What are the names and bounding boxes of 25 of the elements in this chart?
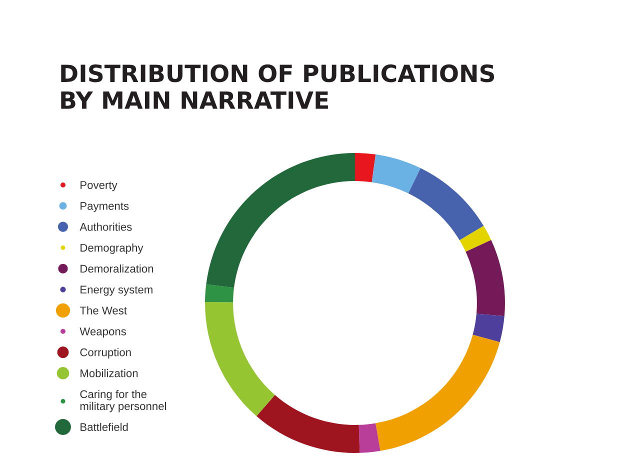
legend-label: Battlefield (80, 422, 128, 431)
legend-label: The West (80, 306, 127, 314)
legend-label: Energy system (80, 286, 152, 296)
donut-slice (256, 394, 360, 453)
donut-slice (355, 153, 376, 182)
legend-label: Authorities (80, 222, 132, 231)
legend-label: Corruption (80, 348, 131, 358)
donut-slice (466, 240, 505, 316)
donut-slice (372, 154, 421, 194)
legend-label: Demoralization (80, 264, 154, 273)
donut-slice (408, 168, 484, 240)
legend-label: Weapons (80, 328, 126, 338)
donut-slice (205, 302, 275, 416)
legend-label: Caring for the military personnel (80, 390, 166, 412)
donut-slice (472, 314, 504, 342)
legend-label: Poverty (80, 181, 118, 192)
donut-slice (206, 153, 355, 288)
donut-slice (460, 226, 492, 252)
legend-label: Mobilization (80, 369, 138, 378)
legend-label: Demography (80, 244, 144, 254)
chart-title: DISTRIBUTION OF PUBLICATIONS BY MAIN NARRATIVE (61, 64, 494, 109)
donut-slice (358, 423, 380, 453)
legend-label: Payments (80, 202, 129, 212)
donut-slice (205, 284, 234, 302)
donut-slice (376, 334, 500, 451)
